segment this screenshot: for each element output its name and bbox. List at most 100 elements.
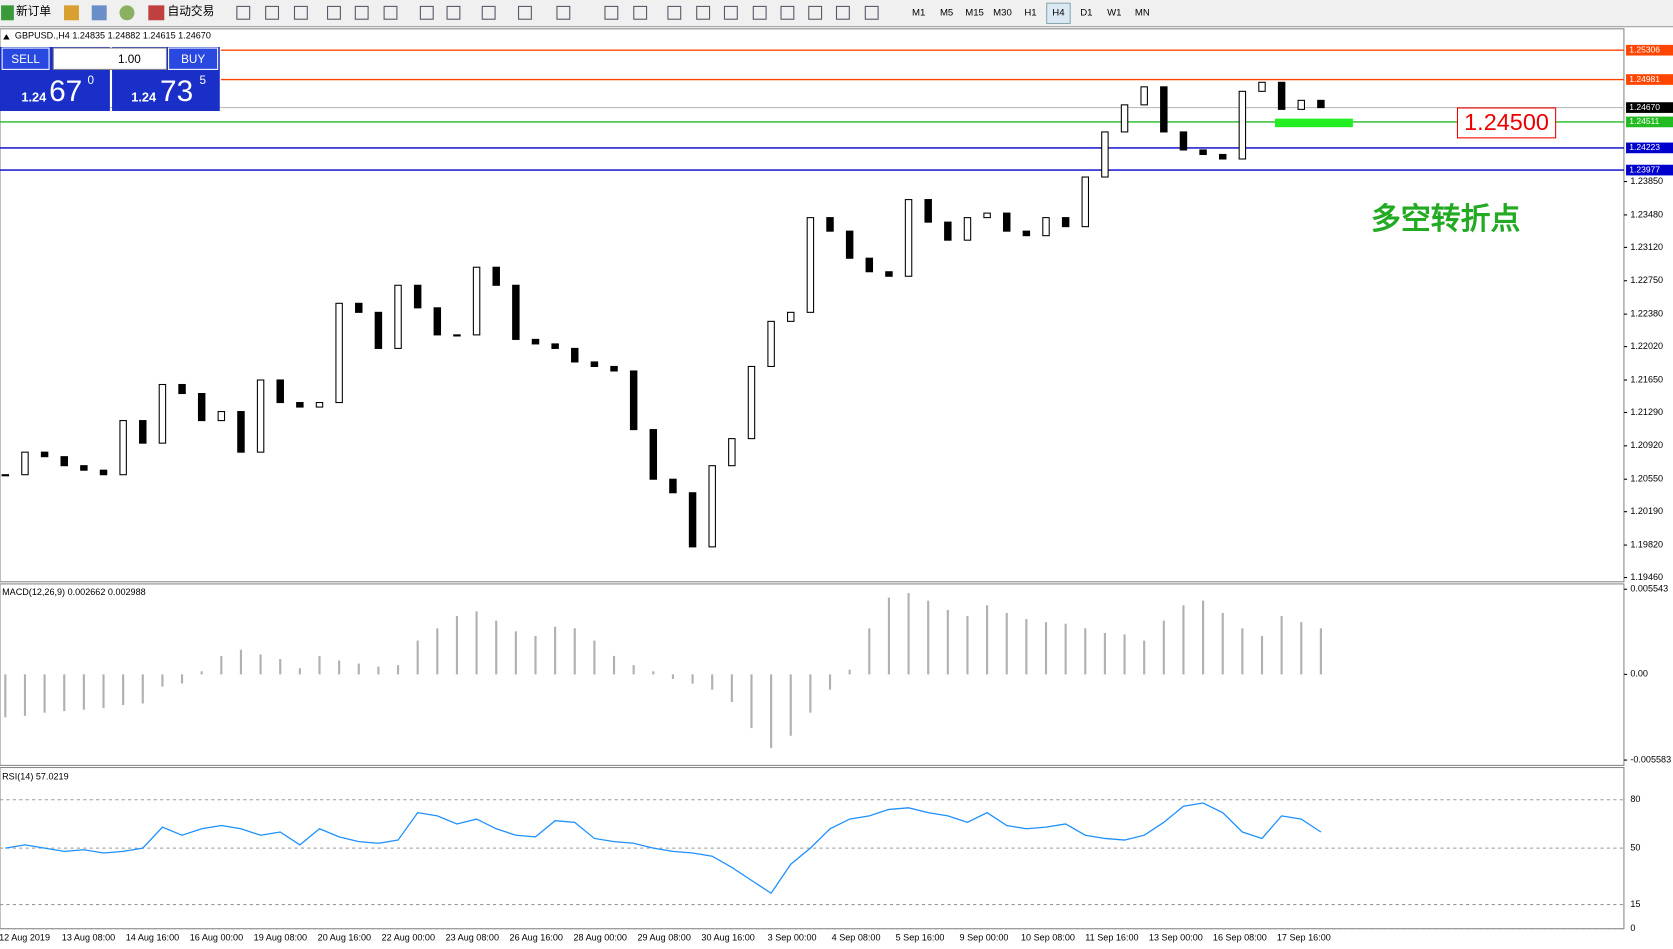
x-tick-label: 11 Sep 16:00 xyxy=(1085,933,1138,943)
candle-body xyxy=(512,284,520,340)
sell-button[interactable] xyxy=(1,47,50,70)
candle-body xyxy=(1277,81,1286,110)
candle-body xyxy=(787,311,795,322)
candle-body xyxy=(728,438,736,467)
candle-body xyxy=(1297,99,1306,110)
y-tick-label: 1.19820 xyxy=(1630,539,1663,549)
tool-icon[interactable] xyxy=(633,5,648,20)
tool-icon[interactable] xyxy=(604,5,619,20)
tool-icon[interactable] xyxy=(518,5,532,20)
candle-body xyxy=(335,302,343,404)
y-tick-label: 0.005543 xyxy=(1630,584,1668,594)
current-price-label: 1.24670 xyxy=(1629,102,1660,112)
level-label: 1.24223 xyxy=(1629,142,1660,152)
tool-icon[interactable] xyxy=(835,5,850,20)
tool-icon[interactable] xyxy=(752,5,767,20)
tool-icon[interactable] xyxy=(293,5,308,20)
candle-body xyxy=(139,420,147,444)
tool-icon[interactable] xyxy=(556,5,571,20)
candle-body xyxy=(374,311,383,349)
y-tick-label: 50 xyxy=(1630,843,1640,853)
ask-big: 73 xyxy=(160,75,193,108)
tool-icon[interactable] xyxy=(419,5,434,20)
y-tick-label: 1.22380 xyxy=(1630,309,1663,319)
new-order-icon[interactable] xyxy=(1,5,14,21)
tool-icon[interactable] xyxy=(667,5,682,20)
candle-body xyxy=(629,370,638,431)
tool-icon[interactable] xyxy=(723,5,738,20)
macd-title: MACD(12,26,9) 0.002662 0.002988 xyxy=(2,587,146,597)
candle-body xyxy=(590,361,599,367)
candle-body xyxy=(80,465,88,471)
x-tick-label: 4 Sep 08:00 xyxy=(832,933,881,943)
candle-body xyxy=(453,334,461,337)
y-tick-label: 1.22020 xyxy=(1630,341,1663,351)
buy-button[interactable] xyxy=(168,47,219,70)
candle-body xyxy=(178,383,186,395)
x-tick-label: 13 Aug 08:00 xyxy=(62,933,115,943)
tool-icon[interactable] xyxy=(265,5,280,20)
x-tick-label: 29 Aug 08:00 xyxy=(637,933,690,943)
auto-trading-button[interactable]: 自动交易 xyxy=(168,4,215,18)
y-tick-label: 1.20550 xyxy=(1630,474,1663,484)
timeframe-button[interactable]: M5 xyxy=(940,7,953,18)
new-order-button[interactable]: 新订单 xyxy=(16,4,51,18)
tool-icon[interactable] xyxy=(696,5,711,20)
timeframe-button[interactable]: MN xyxy=(1135,7,1150,18)
tool-icon[interactable] xyxy=(481,5,496,20)
timeframe-button[interactable]: M30 xyxy=(993,7,1012,18)
candle-body xyxy=(355,302,363,313)
candle-body xyxy=(276,379,284,404)
x-tick-label: 16 Aug 00:00 xyxy=(190,933,243,943)
level-label-box xyxy=(1626,44,1673,56)
tool-icon[interactable] xyxy=(864,5,879,20)
x-tick-label: 14 Aug 16:00 xyxy=(126,933,179,943)
candle-body xyxy=(492,266,500,286)
candle-body xyxy=(885,271,893,277)
toolbar-icon[interactable] xyxy=(119,5,135,21)
x-tick-label: 19 Aug 08:00 xyxy=(254,933,307,943)
x-tick-label: 23 Aug 08:00 xyxy=(446,933,499,943)
y-tick-label: 1.23480 xyxy=(1630,209,1663,219)
candle-body xyxy=(217,411,226,422)
toolbar-icon[interactable] xyxy=(91,5,107,21)
toolbar-icon[interactable] xyxy=(64,5,79,21)
candle-body xyxy=(40,451,49,458)
x-tick-label: 22 Aug 00:00 xyxy=(382,933,435,943)
candle-body xyxy=(256,379,265,453)
y-tick-label: 1.23120 xyxy=(1630,242,1663,252)
candle-body xyxy=(1179,131,1188,151)
toolbar-tools xyxy=(236,5,879,20)
sell-label[interactable]: SELL xyxy=(11,53,40,66)
tool-icon[interactable] xyxy=(236,5,251,20)
tool-icon[interactable] xyxy=(327,5,341,20)
tool-icon[interactable] xyxy=(354,5,369,20)
tool-icon[interactable] xyxy=(446,5,461,20)
tool-icon[interactable] xyxy=(780,5,795,20)
bid-prefix: 1.24 xyxy=(21,90,47,105)
y-tick-label: 0 xyxy=(1630,923,1635,933)
x-tick-label: 3 Sep 00:00 xyxy=(768,933,817,943)
timeframe-button[interactable]: H1 xyxy=(1024,7,1036,18)
timeframe-button[interactable]: H4 xyxy=(1052,7,1065,18)
x-tick-label: 9 Sep 00:00 xyxy=(960,933,1009,943)
auto-trading-icon[interactable] xyxy=(148,5,165,21)
lots-value[interactable]: 1.00 xyxy=(118,53,141,66)
candle-body xyxy=(845,230,854,259)
trade-panel: SELL BUY 1.00 1.24 67 0 1.24 73 5 xyxy=(0,46,220,112)
timeframe-button[interactable]: M1 xyxy=(912,7,925,18)
candle-body xyxy=(904,199,913,277)
timeframe-button[interactable]: D1 xyxy=(1080,7,1092,18)
timeframe-button[interactable]: W1 xyxy=(1107,7,1121,18)
y-tick-label: 1.21290 xyxy=(1630,407,1663,417)
buy-label[interactable]: BUY xyxy=(181,53,205,66)
candle-body xyxy=(669,478,677,494)
lots-input[interactable] xyxy=(52,47,167,70)
price-marker: 1.24500 xyxy=(1464,109,1549,135)
tool-icon[interactable] xyxy=(808,5,823,20)
ask-prefix: 1.24 xyxy=(131,90,157,105)
timeframe-button[interactable]: M15 xyxy=(965,7,984,18)
x-tick-label: 17 Sep 16:00 xyxy=(1277,933,1331,943)
tool-icon[interactable] xyxy=(383,5,398,20)
